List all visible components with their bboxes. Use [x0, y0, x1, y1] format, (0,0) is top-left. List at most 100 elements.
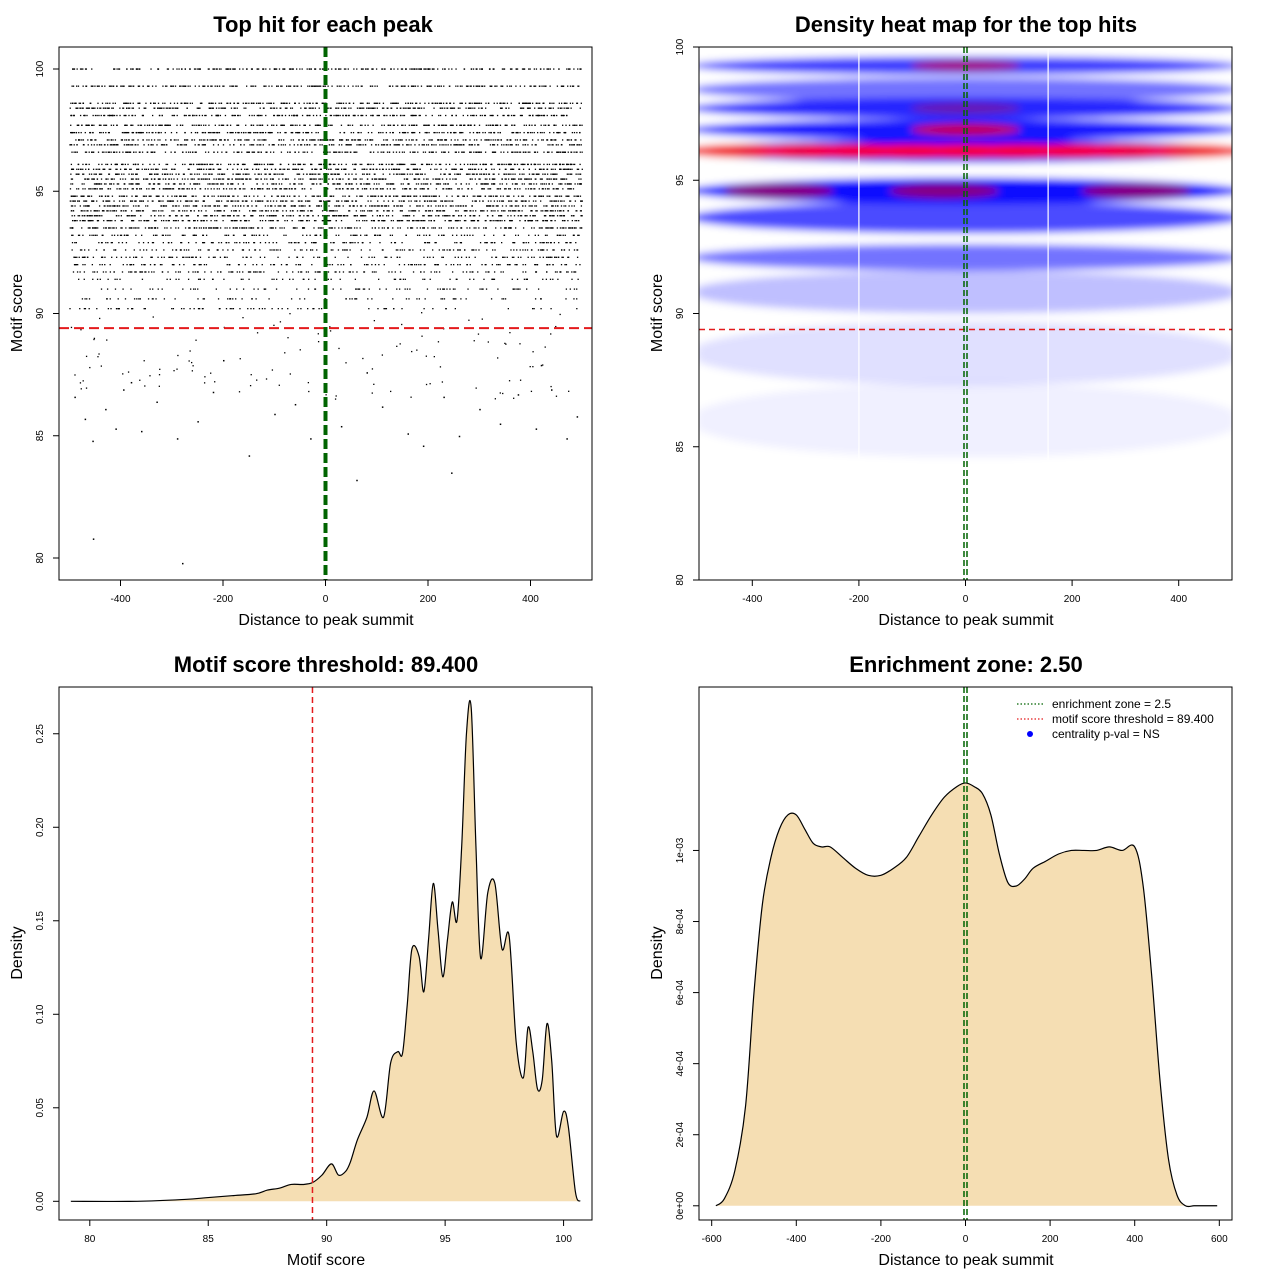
scatter-point	[498, 163, 501, 166]
scatter-point	[503, 114, 505, 117]
scatter-point	[427, 124, 430, 126]
scatter-point	[99, 107, 101, 109]
scatter-point	[304, 163, 306, 166]
scatter-point	[378, 114, 380, 117]
scatter-point	[545, 210, 547, 212]
scatter-point	[385, 195, 387, 197]
scatter-point	[174, 163, 177, 166]
scatter-point	[406, 144, 409, 146]
scatter-point	[96, 200, 98, 202]
scatter-point	[169, 102, 172, 104]
scatter-point	[281, 114, 283, 117]
scatter-point	[294, 183, 296, 185]
scatter-point	[429, 200, 431, 202]
scatter-point	[499, 124, 502, 126]
scatter-point	[126, 68, 128, 70]
scatter-point	[123, 200, 126, 202]
scatter-point	[473, 151, 475, 153]
scatter-point	[243, 205, 245, 207]
scatter-point	[395, 195, 398, 197]
scatter-point	[202, 131, 204, 134]
scatter-point	[227, 183, 229, 185]
scatter-point	[391, 168, 393, 170]
scatter-point	[487, 188, 489, 190]
scatter-point	[298, 215, 300, 217]
scatter-point	[99, 131, 101, 134]
scatter-score-row	[70, 102, 582, 104]
scatter-point	[414, 210, 417, 212]
scatter-point	[221, 151, 223, 153]
scatter-point	[538, 168, 541, 170]
scatter-point	[484, 85, 486, 87]
scatter-point	[368, 183, 370, 185]
scatter-point	[383, 210, 385, 212]
scatter-point	[175, 205, 178, 207]
scatter-point	[106, 163, 109, 166]
scatter-point	[217, 114, 219, 117]
scatter-point	[336, 188, 338, 190]
scatter-point	[189, 151, 192, 153]
scatter-point	[434, 178, 437, 180]
scatter-point	[91, 178, 93, 180]
scatter-point	[400, 68, 403, 70]
scatter-point	[437, 68, 439, 70]
scatter-point	[331, 178, 334, 180]
scatter-point	[208, 168, 210, 170]
scatter-point	[153, 139, 156, 141]
scatter-point	[361, 173, 364, 175]
scatter-point	[351, 183, 353, 185]
scatter-point	[348, 178, 350, 180]
scatter-point	[540, 210, 542, 212]
scatter-point	[421, 173, 423, 175]
scatter-point	[436, 131, 438, 134]
scatter-point	[237, 139, 239, 141]
scatter-point	[271, 163, 273, 166]
scatter-point	[375, 195, 377, 197]
scatter-point	[167, 188, 169, 190]
scatter-point	[278, 68, 281, 70]
scatter-point	[300, 107, 302, 109]
scatter-point	[496, 139, 499, 141]
scatter-point	[199, 102, 202, 104]
scatter-point	[192, 205, 195, 207]
scatter-point	[162, 188, 164, 190]
scatter-point	[100, 107, 102, 109]
scatter-point	[104, 124, 106, 126]
scatter-point	[460, 102, 462, 104]
scatter-point	[360, 107, 362, 109]
scatter-point	[459, 163, 462, 166]
scatter-point	[504, 178, 506, 180]
scatter-point	[306, 215, 308, 217]
scatter-point	[112, 151, 115, 153]
scatter-point	[491, 163, 493, 166]
scatter-point	[111, 178, 113, 180]
scatter-point	[174, 85, 177, 87]
scatter-point	[400, 173, 403, 175]
scatter-point	[483, 163, 485, 166]
scatter-point	[108, 85, 111, 87]
scatter-point	[552, 205, 554, 207]
scatter-point	[98, 124, 101, 126]
scatter-point	[538, 188, 540, 190]
scatter-point	[87, 139, 89, 141]
scatter-point	[427, 178, 429, 180]
scatter-point	[89, 102, 91, 104]
scatter-point	[203, 144, 205, 146]
scatter-point	[232, 173, 234, 175]
scatter-point	[494, 85, 496, 87]
scatter-point	[421, 163, 424, 166]
scatter-point	[162, 205, 165, 207]
scatter-point	[371, 131, 373, 134]
scatter-point	[354, 178, 357, 180]
scatter-point	[197, 144, 199, 146]
scatter-point	[111, 205, 113, 207]
scatter-point	[413, 195, 415, 197]
scatter-point	[223, 85, 225, 87]
scatter-point	[428, 102, 430, 104]
scatter-point	[108, 200, 111, 202]
scatter-point	[309, 210, 312, 212]
scatter-point	[258, 200, 260, 202]
scatter-point	[569, 173, 572, 175]
scatter-point	[260, 188, 262, 190]
scatter-point	[426, 195, 428, 197]
